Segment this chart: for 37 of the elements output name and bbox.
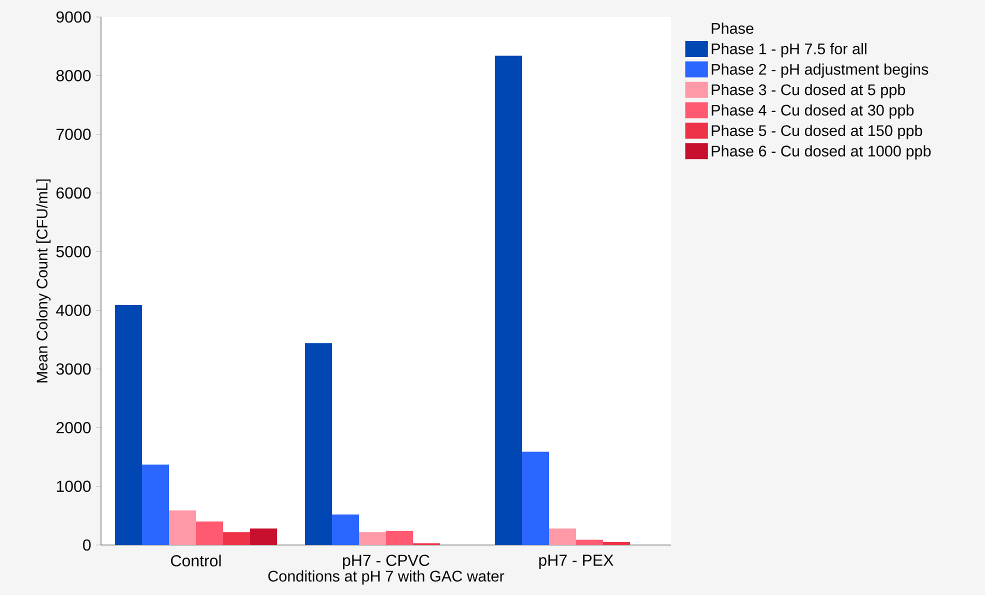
bar (305, 343, 332, 545)
bar (332, 514, 360, 545)
bar (250, 528, 278, 545)
bar (495, 56, 522, 545)
x-axis-title: Conditions at pH 7 with GAC water (268, 570, 504, 585)
legend-label: Phase 1 - pH 7.5 for all (712, 43, 866, 58)
x-tick-label: Control (171, 554, 221, 566)
y-tick-label: 4000 (56, 304, 91, 316)
legend-label: Phase 3 - Cu dosed at 5 ppb (712, 84, 906, 98)
bar (196, 522, 224, 545)
y-tick-label: 0 (83, 539, 91, 551)
bar (549, 528, 576, 545)
y-tick-label: 7000 (56, 128, 91, 140)
legend-label: Phase 4 - Cu dosed at 30 ppb (712, 104, 914, 119)
y-axis-title: Mean Colony Count [CFU/mL] (36, 179, 51, 382)
y-tick-label: 9000 (56, 11, 91, 23)
legend-label: Phase 2 - pH adjustment begins (712, 64, 928, 78)
legend-label: Phase 6 - Cu dosed at 1000 ppb (712, 145, 931, 160)
bar (142, 464, 170, 545)
bar (386, 530, 414, 545)
y-tick-label: 1000 (56, 480, 91, 492)
y-tick-label: 3000 (56, 363, 91, 375)
legend-label: Phase 5 - Cu dosed at 150 ppb (712, 124, 922, 140)
y-tick-label: 5000 (56, 246, 91, 258)
bar (359, 532, 386, 545)
bar (169, 510, 196, 545)
bar (115, 305, 142, 545)
y-tick-label: 2000 (56, 422, 91, 434)
legend-title: Phase (712, 22, 754, 34)
bar (603, 542, 630, 545)
bar (576, 540, 603, 545)
x-tick-label: pH7 - PEX (539, 554, 614, 570)
bar (522, 452, 550, 545)
x-tick-label: pH7 - CPVC (343, 554, 430, 570)
y-tick-label: 6000 (56, 187, 91, 199)
bar (223, 532, 250, 545)
y-tick-label: 8000 (56, 70, 91, 82)
